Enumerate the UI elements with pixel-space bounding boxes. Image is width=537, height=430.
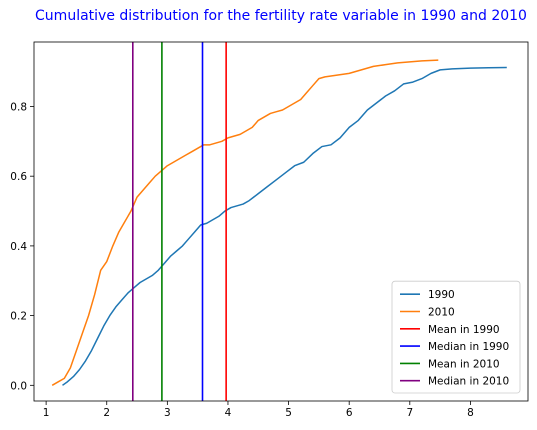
legend-label: 1990	[428, 289, 455, 301]
series-line-2010	[51, 59, 439, 386]
x-tick-label: 6	[346, 407, 353, 419]
y-tick-label: 0.4	[10, 241, 27, 253]
x-tick-label: 8	[467, 407, 474, 419]
series-line-1990	[62, 66, 507, 386]
x-tick-label: 1	[43, 407, 50, 419]
y-tick-label: 0.0	[10, 380, 27, 392]
legend-box	[391, 280, 521, 394]
axes: 1 2 3 4 5 6 7 8 0.0 0.2 0.4 0.6 0.8	[10, 41, 529, 419]
legend: 1990 2010 Mean in 1990 Median in 1990 Mean i…	[391, 280, 521, 394]
legend-label: Median in 2010	[428, 376, 509, 388]
y-tick-label: 0.8	[10, 101, 27, 113]
y-tick-label: 0.2	[10, 311, 27, 323]
legend-label: Median in 1990	[428, 341, 509, 353]
chart-title: Cumulative distribution for the fertilit…	[35, 8, 527, 24]
x-tick-label: 3	[164, 407, 171, 419]
x-tick-label: 4	[225, 407, 232, 419]
x-tick-label: 5	[285, 407, 292, 419]
y-tick-label: 0.6	[10, 171, 27, 183]
x-tick-label: 2	[103, 407, 110, 419]
legend-label: Mean in 1990	[428, 324, 500, 336]
x-tick-label: 7	[406, 407, 413, 419]
legend-label: Mean in 2010	[428, 358, 500, 370]
plot-area	[51, 42, 507, 401]
legend-label: 2010	[428, 307, 455, 319]
plot-frame	[33, 41, 529, 402]
